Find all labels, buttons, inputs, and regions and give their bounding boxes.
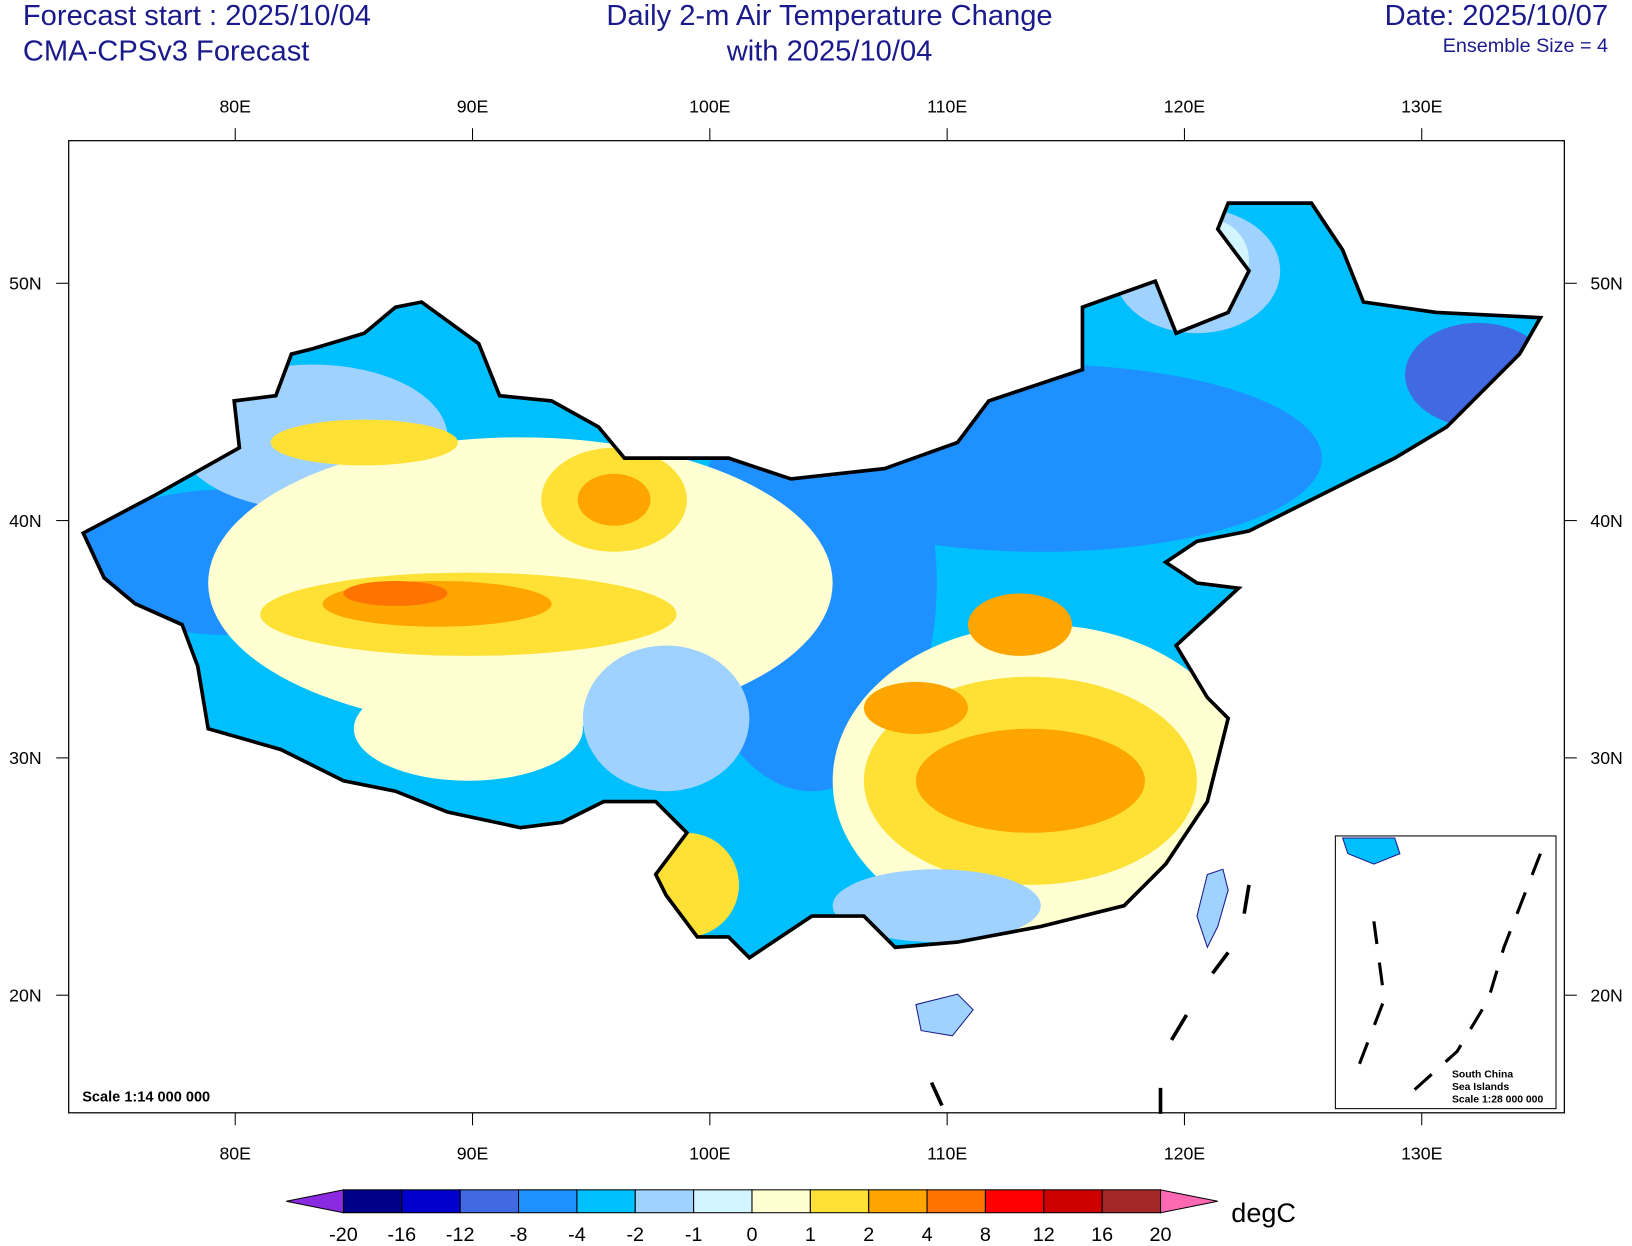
lon-tick-label: 110E [927, 1144, 967, 1164]
colorbar-label: 1 [805, 1224, 816, 1241]
colorbar-box [809, 1189, 870, 1214]
title-line: Daily 2-m Air Temperature Change [606, 0, 1052, 32]
colorbar-box [1043, 1189, 1103, 1214]
colorbar-box [693, 1189, 753, 1214]
lat-tick-label: 30N [1590, 748, 1622, 768]
field-patch [343, 580, 448, 606]
field-patch [967, 593, 1073, 656]
lon-tick-label: 80E [219, 97, 251, 117]
lon-tick-label: 120E [1164, 1144, 1206, 1164]
colorbar-label: 8 [980, 1224, 991, 1241]
map-scale: Scale 1:14 000 000 [82, 1089, 210, 1105]
colorbar-box [518, 1189, 578, 1214]
colorbar-units: degC [1231, 1198, 1296, 1228]
inset-label: Scale 1:28 000 000 [1452, 1094, 1544, 1105]
valid-date: Date: 2025/10/07 [1385, 0, 1608, 32]
field-patch [915, 728, 1145, 833]
colorbar-label: -2 [626, 1224, 644, 1241]
colorbar-box [868, 1189, 928, 1214]
lon-tick-label: 130E [1401, 97, 1443, 117]
colorbar-label: 16 [1091, 1224, 1113, 1241]
inset-label: Sea Islands [1452, 1082, 1509, 1093]
lat-tick-label: 50N [9, 274, 41, 294]
colorbar-below [286, 1189, 344, 1214]
lat-tick-label: 20N [1590, 985, 1622, 1005]
lon-tick-label: 90E [457, 97, 489, 117]
field-patch [863, 681, 968, 734]
lat-tick-label: 50N [1590, 274, 1622, 294]
taiwan [1196, 868, 1229, 949]
colorbar-box [1101, 1189, 1162, 1214]
colorbar-box [401, 1189, 461, 1214]
field-patch [832, 869, 1041, 943]
colorbar-label: 0 [746, 1224, 757, 1241]
hainan [915, 993, 974, 1037]
field-patch [582, 645, 750, 792]
lon-tick-label: 100E [689, 97, 731, 117]
lon-tick-label: 90E [457, 1144, 489, 1164]
inset-label: South China [1452, 1069, 1513, 1080]
inset-dashes [1356, 853, 1542, 1100]
boundary-dashes [929, 884, 1251, 1114]
colorbar-box [751, 1189, 811, 1214]
colorbar-box [984, 1189, 1045, 1214]
colorbar-box [459, 1189, 520, 1214]
colorbar-label: -16 [388, 1224, 417, 1241]
colorbar-label: -12 [446, 1224, 475, 1241]
colorbar-label: 4 [922, 1224, 933, 1241]
colorbar-box [576, 1189, 636, 1214]
lat-tick-label: 40N [1590, 511, 1622, 531]
inset-frame [1334, 835, 1557, 1110]
colorbar-box [926, 1189, 986, 1214]
lon-tick-label: 80E [219, 1144, 251, 1164]
colorbar-label: -8 [510, 1224, 528, 1241]
title-line: with 2025/10/04 [726, 36, 933, 68]
colorbar-label: 2 [863, 1224, 874, 1241]
field-patch [353, 676, 583, 781]
lon-tick-label: 120E [1164, 97, 1206, 117]
colorbar-label: 20 [1150, 1224, 1172, 1241]
lon-tick-label: 110E [927, 97, 967, 117]
lat-tick-label: 30N [9, 748, 41, 768]
colorbar-label: -1 [685, 1224, 703, 1241]
colorbar-label: -4 [568, 1224, 586, 1241]
field-patch [577, 473, 651, 526]
ensemble-size: Ensemble Size = 4 [1443, 35, 1608, 57]
colorbar-box [634, 1189, 695, 1214]
lat-tick-label: 40N [9, 511, 41, 531]
lat-tick-label: 20N [9, 985, 41, 1005]
field-patch [270, 419, 458, 466]
forecast-start: Forecast start : 2025/10/04 [23, 0, 371, 32]
colorbar-label: -20 [329, 1224, 358, 1241]
model-name: CMA-CPSv3 Forecast [23, 36, 309, 68]
colorbar-above [1159, 1189, 1218, 1214]
lon-tick-label: 100E [689, 1144, 731, 1164]
lon-tick-label: 130E [1401, 1144, 1443, 1164]
colorbar-box [342, 1189, 403, 1214]
colorbar-label: 12 [1033, 1224, 1055, 1241]
inset-coast [1341, 837, 1401, 865]
